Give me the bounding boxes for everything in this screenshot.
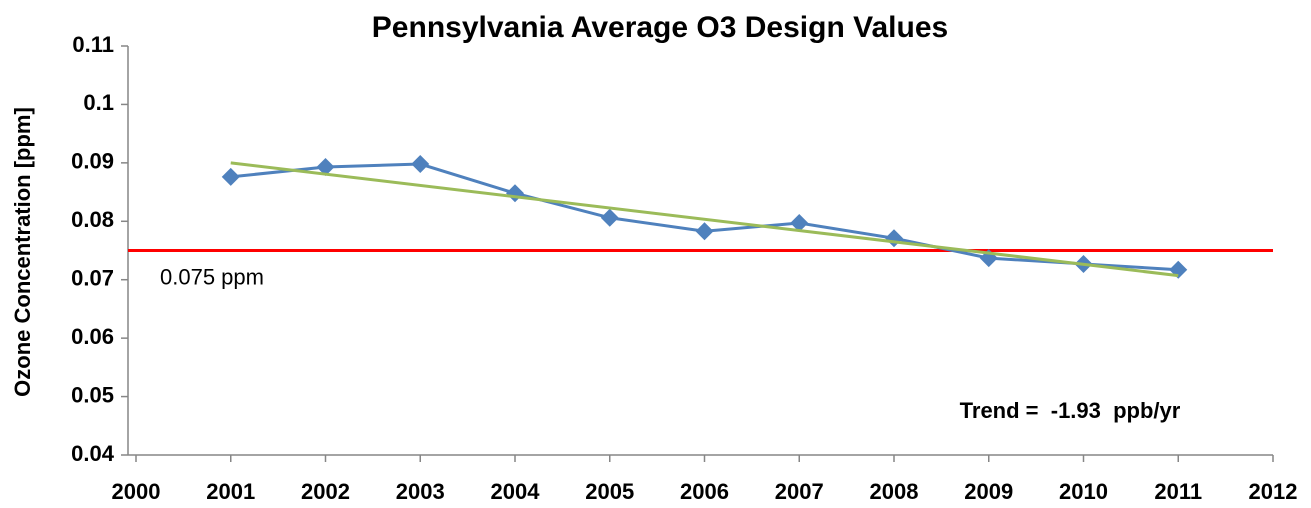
x-tick-label: 2001 [206, 479, 255, 504]
x-tick-label: 2012 [1249, 479, 1298, 504]
data-point [316, 157, 335, 176]
x-tick-label: 2000 [112, 479, 161, 504]
x-tick-label: 2005 [585, 479, 634, 504]
x-tick-label: 2008 [870, 479, 919, 504]
x-tick-label: 2006 [680, 479, 729, 504]
y-tick-label: 0.1 [83, 90, 114, 115]
x-tick-label: 2007 [775, 479, 824, 504]
data-point [790, 214, 809, 233]
data-point [411, 155, 430, 174]
x-tick-label: 2002 [301, 479, 350, 504]
y-tick-label: 0.08 [71, 207, 114, 232]
data-point [885, 229, 903, 248]
x-tick-label: 2011 [1154, 479, 1202, 504]
data-point [695, 222, 714, 241]
y-tick-label: 0.11 [72, 32, 114, 57]
x-tick-label: 2009 [964, 479, 1013, 504]
x-tick-label: 2004 [491, 479, 541, 504]
y-tick-label: 0.05 [71, 382, 114, 407]
reference-label: 0.075 ppm [160, 264, 264, 289]
y-tick-label: 0.04 [71, 441, 115, 466]
y-tick-label: 0.09 [71, 149, 114, 174]
y-axis-label: Ozone Concentration [ppm] [10, 107, 35, 397]
series-line [230, 161, 1179, 278]
annotation: Trend = -1.93 ppb/yr [960, 398, 1181, 423]
x-tick-label: 2010 [1059, 479, 1108, 504]
x-tick-label: 2003 [396, 479, 445, 504]
y-tick-label: 0.06 [71, 324, 114, 349]
data-point [506, 184, 524, 203]
chart-title: Pennsylvania Average O3 Design Values [372, 11, 948, 44]
data-point [221, 167, 240, 186]
y-tick-label: 0.07 [71, 266, 114, 291]
data-point [600, 208, 619, 227]
